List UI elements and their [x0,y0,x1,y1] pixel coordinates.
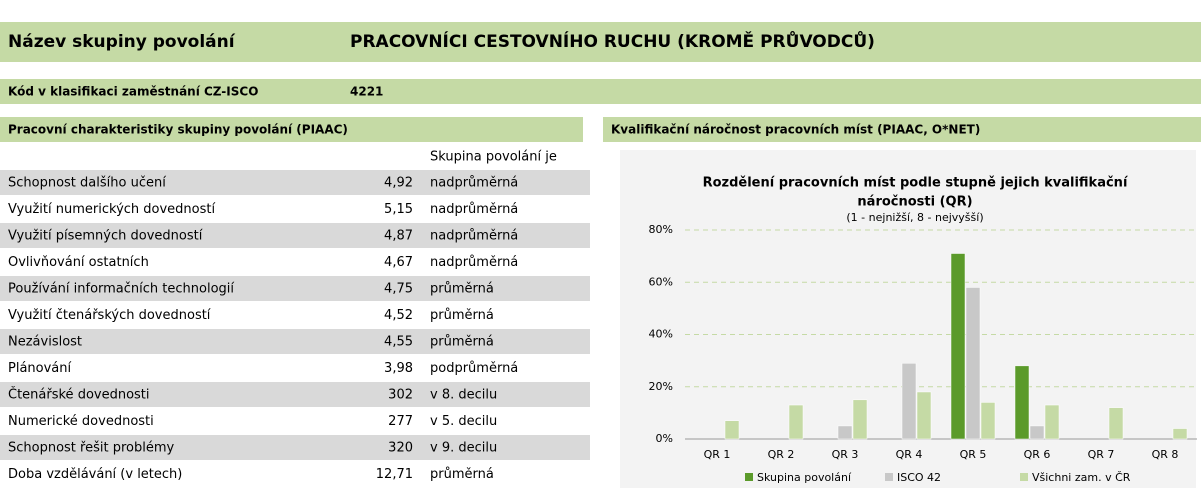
code-bar [0,79,1201,104]
chart-title: náročnosti (QR) [857,195,972,210]
y-tick-label: 60% [649,275,673,288]
header-bar [0,22,1201,62]
row-label: Schopnost řešit problémy [8,441,175,456]
legend-swatch [745,473,753,481]
y-tick-label: 20% [649,380,673,393]
x-tick-label: QR 5 [960,448,987,461]
bar [724,420,740,440]
chart-subtitle: (1 - nejnižší, 8 - nejvyšší) [846,211,983,224]
row-value: 320 [388,441,413,456]
row-level: podprůměrná [430,361,518,376]
code-label: Kód v klasifikaci zaměstnání CZ-ISCO [8,85,258,99]
row-label: Plánování [8,361,72,376]
row-bg [0,276,590,301]
row-level: v 5. decilu [430,414,497,429]
row-level: průměrná [430,335,494,350]
row-label: Schopnost dalšího učení [8,176,166,191]
row-level: v 8. decilu [430,388,497,403]
row-label: Doba vzdělávání (v letech) [8,467,182,482]
bar [950,253,966,440]
x-tick-label: QR 2 [768,448,795,461]
row-bg [0,435,590,460]
row-level: nadprůměrná [430,255,518,270]
row-level: průměrná [430,282,494,297]
chart-section-title: Kvalifikační náročnost pracovních míst (… [611,123,980,137]
bar [901,362,917,440]
row-label: Využití numerických dovedností [8,202,215,217]
bar [788,404,804,440]
x-tick-label: QR 4 [896,448,923,461]
row-label: Numerické dovednosti [8,414,154,429]
row-bg [0,382,590,407]
row-value: 4,55 [384,335,413,350]
row-level: průměrná [430,467,494,482]
bar [852,399,868,440]
row-value: 5,15 [384,202,413,217]
column-header: Skupina povolání je [430,150,557,165]
bar [1014,365,1030,440]
row-label: Využití písemných dovedností [8,229,203,244]
bar [916,391,932,440]
row-value: 277 [388,414,413,429]
x-tick-label: QR 3 [832,448,859,461]
x-tick-label: QR 7 [1088,448,1115,461]
legend-label: Všichni zam. v ČR [1032,471,1131,484]
row-bg [0,170,590,195]
row-value: 4,75 [384,282,413,297]
row-value: 3,98 [384,361,413,376]
y-tick-label: 0% [656,432,673,445]
row-level: nadprůměrná [430,202,518,217]
bar [980,402,996,440]
y-tick-label: 80% [649,223,673,236]
code-value: 4221 [350,85,383,99]
legend-swatch [885,473,893,481]
table-title: Pracovní charakteristiky skupiny povolán… [8,123,348,137]
row-value: 4,52 [384,308,413,323]
header-title: PRACOVNÍCI CESTOVNÍHO RUCHU (KROMĚ PRŮVO… [350,29,875,52]
bar [965,287,981,440]
x-tick-label: QR 1 [704,448,731,461]
bar [1108,407,1124,440]
legend-label: ISCO 42 [897,471,941,484]
bar [837,425,853,440]
row-value: 4,67 [384,255,413,270]
header-label: Název skupiny povolání [8,32,236,52]
row-level: průměrná [430,308,494,323]
bar [1044,404,1060,440]
row-value: 302 [388,388,413,403]
row-label: Čtenářské dovednosti [8,387,150,403]
row-level: v 9. decilu [430,441,497,456]
row-label: Používání informačních technologií [8,282,234,297]
bar [1029,425,1045,440]
legend-swatch [1020,473,1028,481]
table-header-bar [0,117,583,142]
row-label: Využití čtenářských dovedností [8,308,211,323]
bar [1172,428,1188,440]
legend-label: Skupina povolání [757,471,852,484]
row-value: 12,71 [376,467,413,482]
row-level: nadprůměrná [430,176,518,191]
y-tick-label: 40% [649,328,673,341]
row-label: Nezávislost [8,335,82,350]
row-level: nadprůměrná [430,229,518,244]
chart-title: Rozdělení pracovních míst podle stupně j… [703,176,1129,191]
x-tick-label: QR 8 [1152,448,1179,461]
chart-header-bar [603,117,1201,142]
row-bg [0,329,590,354]
row-value: 4,87 [384,229,413,244]
row-label: Ovlivňování ostatních [8,255,149,270]
row-value: 4,92 [384,176,413,191]
x-tick-label: QR 6 [1024,448,1051,461]
row-bg [0,223,590,248]
